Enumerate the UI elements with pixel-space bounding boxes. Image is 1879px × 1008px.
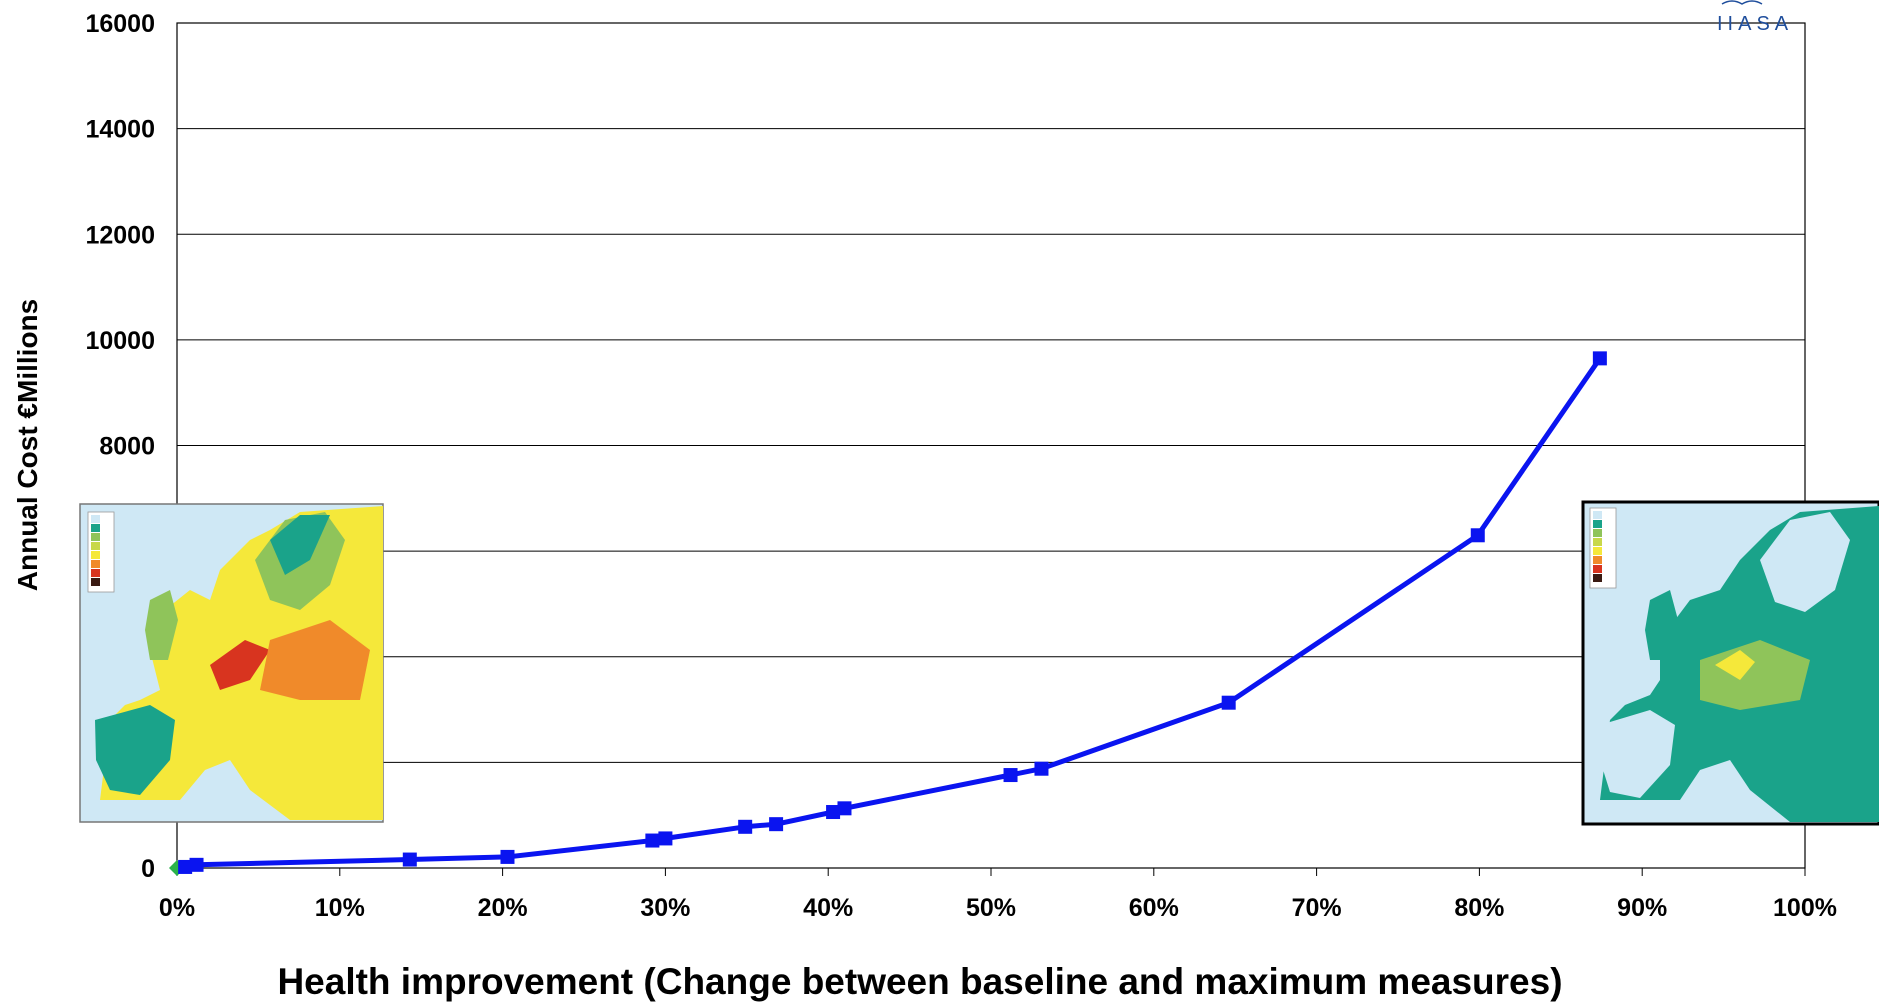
x-tick-label: 0%: [159, 894, 195, 922]
north-teal-left: [270, 515, 330, 575]
data-point: [826, 805, 841, 820]
data-point: [645, 833, 660, 848]
y-tick-label: 10000: [85, 327, 155, 355]
x-tick-label: 40%: [803, 894, 853, 922]
y-tick-label: 16000: [85, 10, 155, 38]
y-tick-label: 8000: [99, 433, 155, 461]
x-tick-label: 20%: [478, 894, 528, 922]
x-tick-label: 30%: [640, 894, 690, 922]
central-orange-left: [260, 620, 370, 700]
y-axis-ticks: 0 8000 10000 12000 14000 16000: [85, 10, 155, 883]
y-axis-title: Annual Cost €Millions: [12, 299, 43, 591]
data-point: [1034, 761, 1049, 776]
data-point: [189, 857, 204, 872]
data-point: [837, 801, 852, 816]
data-point: [658, 831, 673, 846]
x-axis-title: Health improvement (Change between basel…: [277, 961, 1562, 1002]
data-point: [1592, 351, 1607, 366]
logo-mark-icon: [1721, 0, 1763, 5]
iberia-right: [1600, 710, 1675, 798]
inset-map-left: [79, 503, 384, 823]
x-tick-label: 50%: [966, 894, 1016, 922]
x-tick-label: 100%: [1773, 894, 1837, 922]
scandinavia-right: [1760, 512, 1850, 612]
y-tick-label: 14000: [85, 116, 155, 144]
benelux-yellow-right: [1715, 650, 1755, 680]
x-tick-label: 80%: [1454, 894, 1504, 922]
x-tick-label: 70%: [1292, 894, 1342, 922]
uk-left: [145, 590, 178, 660]
inset-map-right: [1581, 500, 1879, 826]
gridlines: [177, 128, 1805, 763]
logo-text: IIASA: [1717, 13, 1793, 35]
data-point: [769, 817, 784, 832]
x-tick-label: 90%: [1617, 894, 1667, 922]
iberia-left: [95, 705, 175, 795]
data-point: [1221, 695, 1236, 710]
data-point: [500, 849, 515, 864]
data-point: [402, 852, 417, 867]
data-point: [1470, 528, 1485, 543]
data-point: [738, 819, 753, 834]
uk-right: [1645, 590, 1678, 660]
y-tick-label: 12000: [85, 221, 155, 249]
series-line: [176, 356, 1602, 871]
iiasa-logo: IIASA: [1717, 0, 1793, 35]
data-point: [1003, 768, 1018, 783]
benelux-hotspot-left: [210, 640, 270, 690]
x-axis-ticks: 0% 10% 20% 30% 40% 50% 60% 70% 80% 90% 100%: [159, 868, 1837, 922]
x-tick-label: 60%: [1129, 894, 1179, 922]
series-layer: [169, 351, 1607, 876]
y-tick-label: 0: [141, 855, 155, 883]
x-tick-label: 10%: [315, 894, 365, 922]
data-point: [178, 859, 193, 874]
